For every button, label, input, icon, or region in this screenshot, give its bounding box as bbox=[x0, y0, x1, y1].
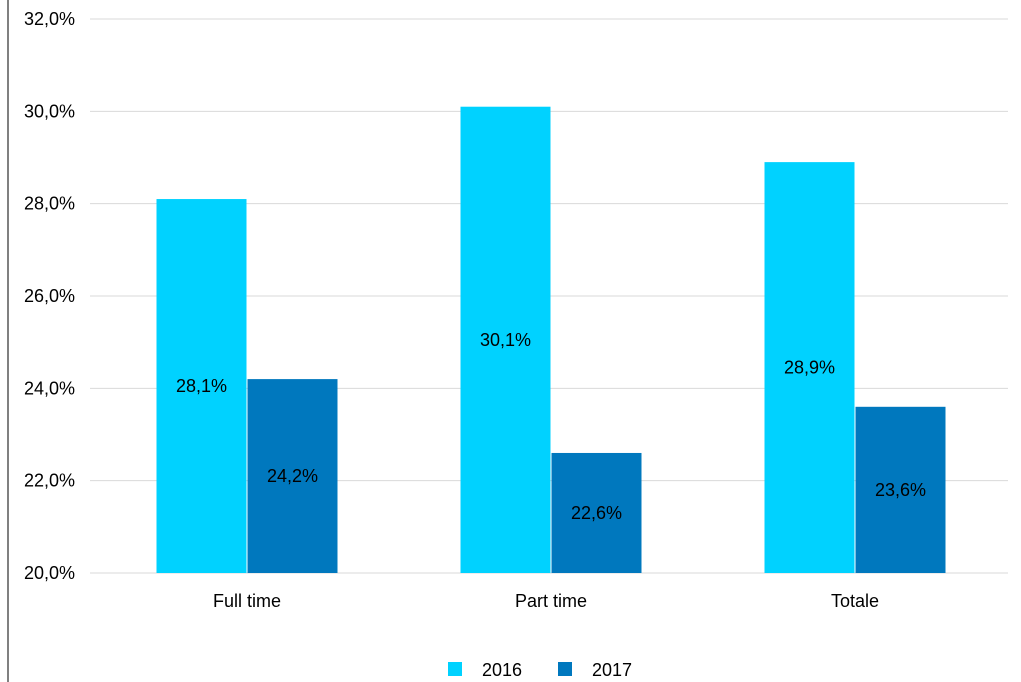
data-label: 28,9% bbox=[784, 358, 835, 378]
legend-swatch bbox=[448, 662, 462, 676]
bar-2017-full-time bbox=[247, 379, 338, 573]
y-tick-label: 30,0% bbox=[24, 101, 75, 121]
y-tick-label: 26,0% bbox=[24, 286, 75, 306]
legend-swatch bbox=[558, 662, 572, 676]
data-label: 30,1% bbox=[480, 330, 531, 350]
category-label: Part time bbox=[515, 591, 587, 611]
y-tick-label: 32,0% bbox=[24, 9, 75, 29]
data-label: 24,2% bbox=[267, 466, 318, 486]
bar-2016-full-time bbox=[156, 199, 247, 574]
category-labels: Full time Part time Totale bbox=[213, 591, 879, 611]
y-tick-label: 22,0% bbox=[24, 471, 75, 491]
category-label: Totale bbox=[831, 591, 879, 611]
bar-2017-part-time bbox=[551, 452, 642, 573]
data-labels: 28,1% 24,2% 30,1% 22,6% 28,9% 23,6% bbox=[176, 330, 926, 523]
bar-2016-totale bbox=[764, 162, 855, 573]
bar-2016-part-time bbox=[460, 106, 551, 573]
bar-2017-totale bbox=[855, 406, 946, 573]
bars bbox=[156, 106, 946, 574]
data-label: 23,6% bbox=[875, 480, 926, 500]
legend-label: 2016 bbox=[482, 660, 522, 680]
data-label: 22,6% bbox=[571, 503, 622, 523]
y-tick-label: 28,0% bbox=[24, 194, 75, 214]
legend: 2016 2017 bbox=[448, 660, 632, 680]
y-tick-label: 24,0% bbox=[24, 378, 75, 398]
data-label: 28,1% bbox=[176, 376, 227, 396]
legend-label: 2017 bbox=[592, 660, 632, 680]
y-tick-label: 20,0% bbox=[24, 563, 75, 583]
y-tick-labels: 20,0% 22,0% 24,0% 26,0% 28,0% 30,0% 32,0% bbox=[24, 9, 75, 583]
category-label: Full time bbox=[213, 591, 281, 611]
